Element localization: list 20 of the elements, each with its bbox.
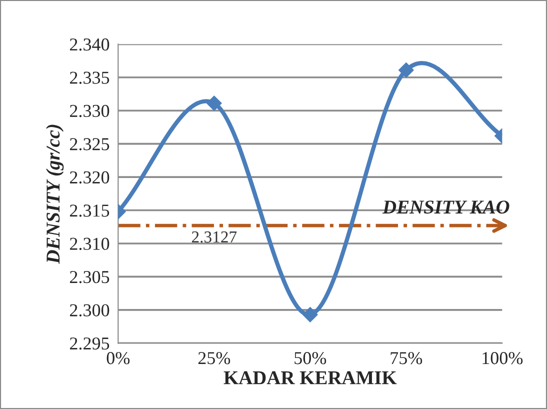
y-tick-label: 2.305 xyxy=(70,270,110,284)
x-tick-label: 50% xyxy=(294,352,326,364)
annotation: 2.3127 xyxy=(192,231,237,243)
y-tick-label: 2.330 xyxy=(70,104,110,118)
ref-line-label: DENSITY KAO xyxy=(382,200,510,214)
y-tick-label: 2.300 xyxy=(70,304,110,316)
x-tick-label: 0% xyxy=(106,352,130,364)
y-tick-label: 2.320 xyxy=(70,171,110,184)
y-tick-label: 2.295 xyxy=(70,337,110,350)
x-tick-label: 25% xyxy=(198,352,230,364)
x-axis-title: KADAR KERAMIK xyxy=(224,371,397,384)
y-tick-label: 2.340 xyxy=(70,38,110,51)
y-axis-title: DENSITY (gr/cc) xyxy=(46,124,64,264)
y-tick-label: 2.325 xyxy=(70,138,110,150)
y-tick-label: 2.335 xyxy=(70,72,110,84)
x-tick-label: 75% xyxy=(390,352,422,364)
y-tick-label: 2.315 xyxy=(70,204,110,217)
y-tick-label: 2.310 xyxy=(70,238,110,250)
x-tick-label: 100% xyxy=(482,352,523,364)
point xyxy=(302,307,318,322)
